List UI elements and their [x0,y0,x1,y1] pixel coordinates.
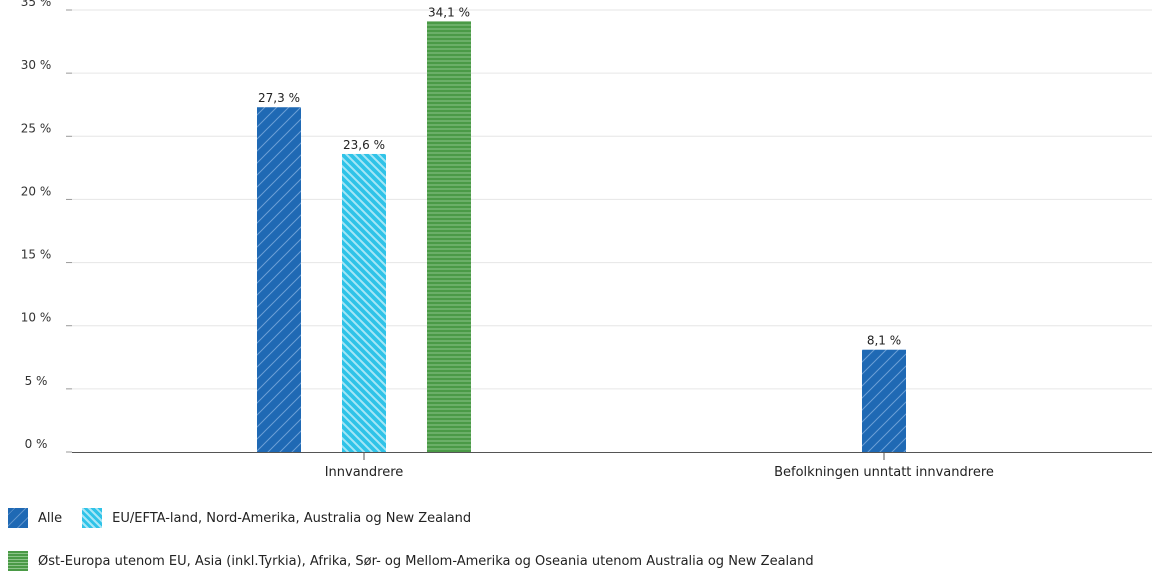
legend-label-ost-europa: Øst-Europa utenom EU, Asia (inkl.Tyrkia)… [38,553,814,569]
data-label: 27,3 % [258,91,300,105]
bar-alle[interactable] [257,107,301,453]
bar-eu-efta[interactable] [342,153,386,453]
y-axis: 0 % 5 % 10 % 15 % 20 % 25 % 30 % 35 % [21,0,72,453]
bar-chart: 0 % 5 % 10 % 15 % 20 % 25 % 30 % 35 % 27,3 % 23,… [21,0,1152,480]
bar-alle[interactable] [862,349,906,452]
legend-swatch-alle [8,508,28,528]
y-tick-label: 15 % [21,248,52,262]
legend-item-ost-europa[interactable]: Øst-Europa utenom EU, Asia (inkl.Tyrkia)… [8,551,814,571]
legend-item-eu-efta[interactable]: EU/EFTA-land, Nord-Amerika, Australia og… [82,508,471,528]
data-label: 23,6 % [343,138,385,152]
legend-label-alle: Alle [38,510,63,526]
y-tick-label: 25 % [21,121,52,135]
x-tick-label: Befolkningen unntatt innvandrere [774,465,994,480]
legend-row-1: Alle EU/EFTA-land, Nord-Amerika, Austral… [8,508,491,528]
legend-item-alle[interactable]: Alle [8,508,62,528]
legend-swatch-eu-efta [82,508,103,528]
y-tick-label: 20 % [21,184,52,198]
x-axis: Innvandrere Befolkningen unntatt innvandr… [72,452,1152,480]
grid-lines [72,9,1152,390]
x-tick-label: Innvandrere [325,465,404,480]
y-tick-label: 35 % [21,0,52,9]
legend-row-2: Øst-Europa utenom EU, Asia (inkl.Tyrkia)… [8,551,834,571]
bar-ost-europa[interactable] [427,21,471,452]
y-tick-label: 0 % [25,437,48,451]
legend-label-eu-efta: EU/EFTA-land, Nord-Amerika, Australia og… [112,510,472,526]
y-tick-label: 30 % [21,58,52,72]
bars: 27,3 % 23,6 % 34,1 % 8,1 % [257,5,906,453]
data-label: 8,1 % [867,334,901,348]
y-tick-label: 5 % [25,374,48,388]
data-label: 34,1 % [428,5,470,19]
legend-swatch-ost-europa [8,551,28,571]
y-tick-label: 10 % [21,311,52,325]
